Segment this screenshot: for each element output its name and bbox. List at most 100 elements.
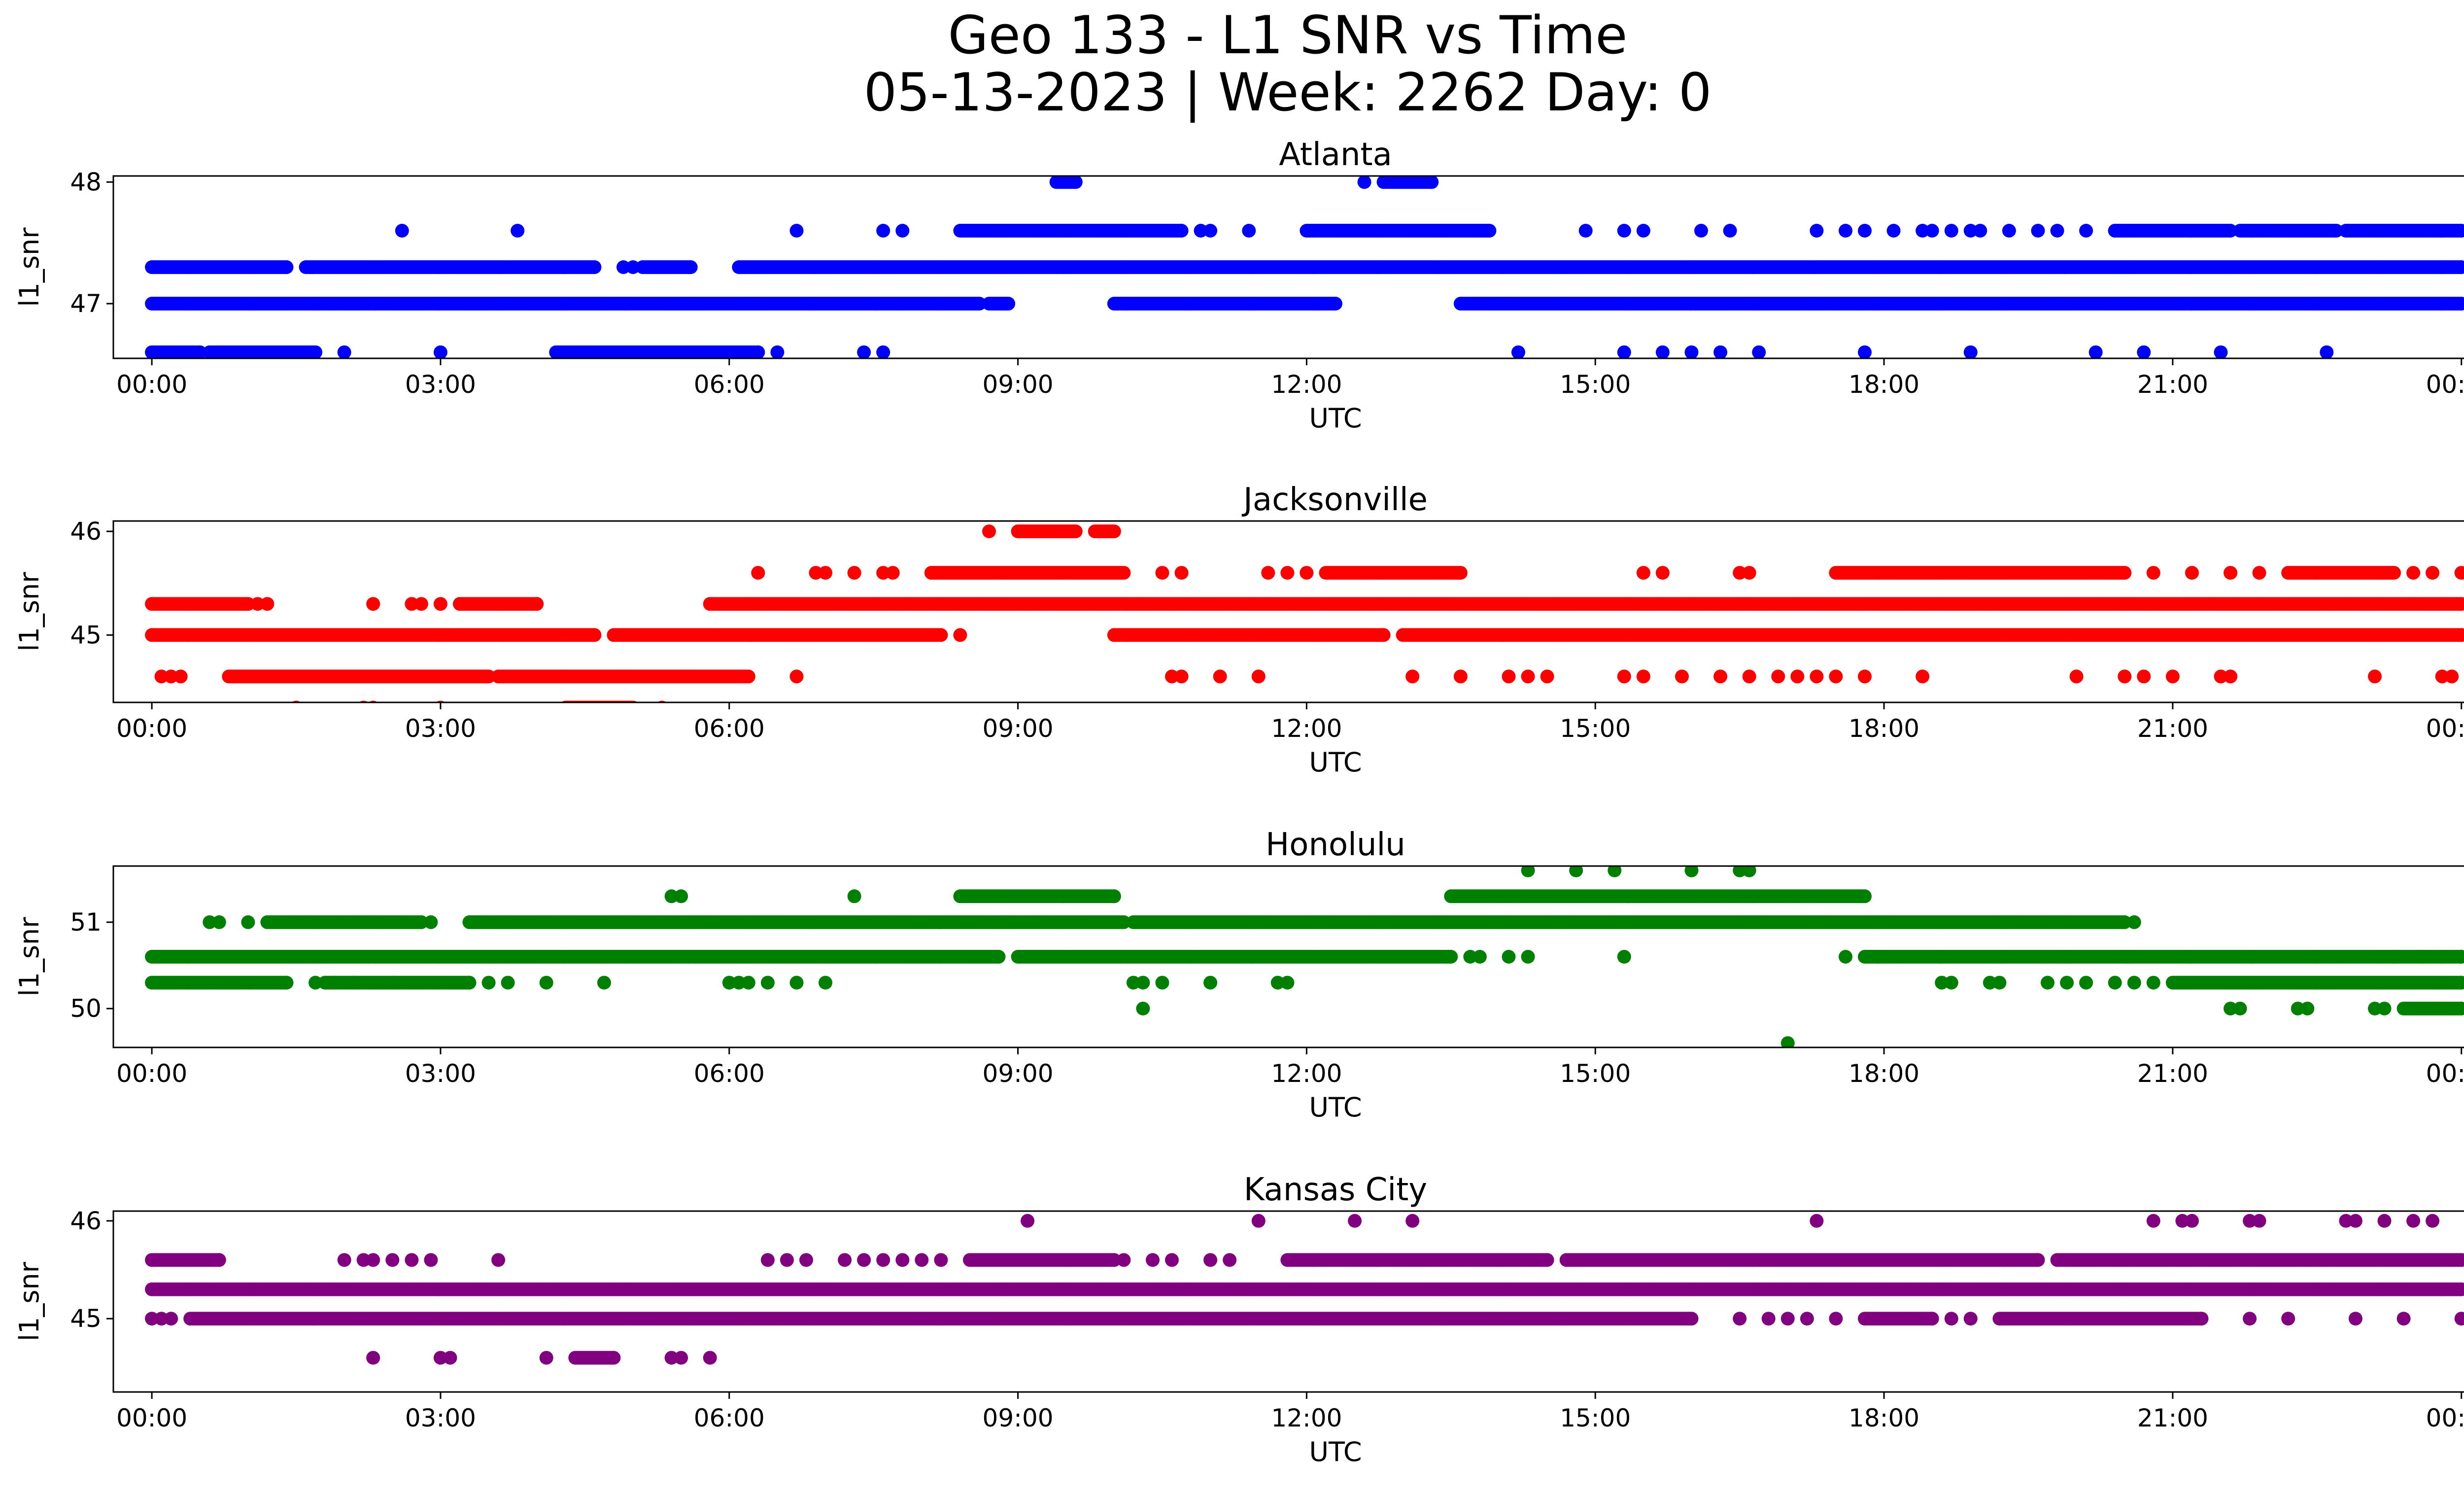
- data-point: [1578, 224, 1593, 238]
- data-point: [2454, 297, 2464, 311]
- data-point: [1376, 628, 1391, 642]
- data-point: [1752, 345, 1766, 358]
- x-tick-label: 00:00: [2426, 370, 2464, 399]
- data-point: [2050, 224, 2064, 238]
- data-point: [1839, 224, 1852, 238]
- subplot-atlanta: 00:00 03:00 06:00 09:00 12:00 15:00 18:00 21:00…: [14, 137, 2464, 434]
- data-point: [587, 260, 602, 274]
- data-point: [895, 224, 910, 238]
- data-point: [1174, 224, 1189, 238]
- x-tick-label: 21:00: [2137, 370, 2208, 399]
- data-point: [1617, 345, 1631, 358]
- data-point: [2214, 345, 2228, 358]
- data-point: [2088, 345, 2103, 358]
- data-point: [587, 628, 602, 642]
- data-point: [1684, 345, 1699, 358]
- title-line-1: Geo 133 - L1 SNR vs Time: [948, 5, 1628, 66]
- data-point: [1886, 224, 1901, 238]
- data-point: [876, 345, 890, 358]
- data-point: [953, 628, 967, 642]
- data-point: [433, 345, 447, 358]
- data-point: [530, 597, 544, 611]
- data-point: [260, 597, 274, 611]
- data-point: [1203, 224, 1218, 238]
- plot-frame: [112, 175, 2464, 359]
- data-point: [1425, 176, 1439, 189]
- data-point: [684, 260, 698, 274]
- data-point: [2329, 224, 2343, 238]
- y-axis-label: l1_snr: [14, 227, 45, 307]
- data-point: [1194, 224, 1208, 238]
- x-tick-label: 06:00: [694, 370, 765, 399]
- data-point: [2031, 224, 2045, 238]
- data-point: [876, 224, 890, 238]
- data-point: [2454, 597, 2464, 611]
- data-point: [934, 628, 948, 642]
- data-point: [1329, 297, 1342, 311]
- title-line-2: 05-13-2023 | Week: 2262 Day: 0: [863, 62, 1712, 123]
- data-point: [1810, 224, 1824, 238]
- data-point: [1963, 345, 1978, 358]
- data-point: [366, 597, 380, 611]
- data-point: [2079, 224, 2093, 238]
- data-point: [1482, 224, 1497, 238]
- data-point: [1925, 224, 1939, 238]
- data-point: [789, 224, 804, 238]
- data-point: [395, 224, 409, 238]
- data-point: [751, 345, 765, 358]
- data-point: [308, 345, 323, 358]
- data-point: [433, 597, 447, 611]
- data-point: [1973, 224, 1987, 238]
- data-point: [2454, 628, 2464, 642]
- data-point: [972, 297, 987, 311]
- subplot-jacksonville: 00:00 03:00 06:00 09:00 12:00 15:00 18:00 21:00…: [14, 482, 2464, 778]
- data-point: [857, 345, 871, 358]
- data-point: [1944, 224, 1958, 238]
- data-point: [770, 345, 785, 358]
- data-point: [1713, 345, 1728, 358]
- data-point: [2320, 345, 2334, 358]
- x-tick-label: 15:00: [1560, 370, 1631, 399]
- figure-title: Geo 133 - L1 SNR vs Time 05-13-2023 | We…: [0, 7, 2464, 121]
- x-tick-label: 12:00: [1271, 370, 1342, 399]
- data-point: [511, 224, 525, 238]
- data-point: [616, 260, 630, 274]
- data-point: [250, 597, 265, 611]
- data-point: [2224, 224, 2238, 238]
- data-point: [1617, 224, 1631, 238]
- data-point: [241, 597, 255, 611]
- data-point: [1511, 345, 1525, 358]
- data-point: [1242, 224, 1256, 238]
- x-tick-label: 03:00: [405, 370, 476, 399]
- data-point: [1858, 345, 1872, 358]
- data-point: [1001, 297, 1016, 311]
- subplot-title: Atlanta: [1279, 137, 1392, 173]
- x-tick-label: 18:00: [1848, 370, 1919, 399]
- data-point: [2454, 224, 2464, 238]
- x-axis-label: UTC: [1309, 403, 1362, 434]
- data-point: [1694, 224, 1708, 238]
- data-point: [337, 345, 351, 358]
- data-points: [145, 524, 2464, 702]
- data-point: [2137, 345, 2151, 358]
- data-point: [2002, 224, 2016, 238]
- data-point: [1963, 224, 1978, 238]
- data-point: [405, 597, 419, 611]
- data-point: [279, 260, 294, 274]
- data-point: [1068, 176, 1083, 189]
- data-points: [145, 176, 2464, 358]
- y-tick-label: 47: [70, 289, 102, 318]
- data-point: [1916, 224, 1930, 238]
- x-tick-label: 00:00: [116, 370, 187, 399]
- data-point: [1655, 345, 1670, 358]
- x-tick-label: 09:00: [983, 370, 1054, 399]
- data-point: [2108, 224, 2122, 238]
- data-point: [2454, 260, 2464, 274]
- data-point: [1858, 224, 1872, 238]
- data-point: [1723, 224, 1737, 238]
- data-point: [1357, 176, 1371, 189]
- y-tick-label: 48: [70, 168, 102, 196]
- data-point: [626, 260, 640, 274]
- data-point: [414, 597, 428, 611]
